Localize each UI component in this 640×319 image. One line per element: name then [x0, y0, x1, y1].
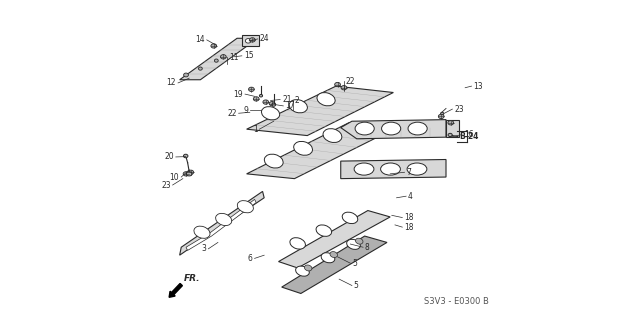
Text: 11: 11 — [229, 53, 239, 62]
Ellipse shape — [381, 122, 401, 135]
Ellipse shape — [248, 87, 254, 92]
Text: 2: 2 — [295, 96, 300, 105]
Ellipse shape — [262, 107, 280, 120]
Text: 9: 9 — [243, 106, 248, 115]
Polygon shape — [340, 120, 446, 139]
Text: 21: 21 — [282, 95, 292, 104]
Text: 24: 24 — [260, 34, 269, 43]
Text: 1: 1 — [253, 125, 257, 134]
Text: 14: 14 — [195, 35, 205, 44]
Text: 23: 23 — [454, 105, 464, 114]
FancyArrow shape — [169, 284, 182, 297]
Text: 4: 4 — [408, 192, 413, 201]
Text: 22: 22 — [227, 109, 237, 118]
Ellipse shape — [186, 172, 192, 176]
Ellipse shape — [305, 265, 312, 271]
Ellipse shape — [237, 201, 253, 213]
Text: 3: 3 — [202, 244, 207, 253]
Text: FR.: FR. — [184, 274, 200, 283]
Ellipse shape — [342, 212, 358, 224]
Text: B-24: B-24 — [460, 132, 479, 141]
Ellipse shape — [188, 170, 194, 174]
Ellipse shape — [245, 39, 251, 43]
Polygon shape — [340, 160, 446, 179]
Ellipse shape — [184, 154, 188, 158]
Ellipse shape — [194, 226, 210, 238]
Ellipse shape — [321, 253, 335, 263]
Ellipse shape — [296, 266, 309, 276]
Ellipse shape — [354, 163, 374, 175]
Ellipse shape — [316, 225, 332, 236]
Polygon shape — [180, 38, 258, 80]
Text: 23: 23 — [161, 181, 171, 189]
Ellipse shape — [216, 213, 232, 226]
Polygon shape — [282, 236, 387, 293]
Text: 22: 22 — [346, 77, 355, 86]
Text: 19: 19 — [234, 90, 243, 99]
Ellipse shape — [220, 55, 226, 59]
Text: 18: 18 — [404, 223, 413, 232]
Ellipse shape — [317, 93, 335, 106]
Ellipse shape — [355, 122, 374, 135]
Ellipse shape — [264, 154, 283, 168]
Ellipse shape — [381, 163, 401, 175]
Polygon shape — [446, 120, 459, 137]
Text: 5: 5 — [352, 259, 357, 268]
Ellipse shape — [335, 82, 340, 87]
Ellipse shape — [448, 133, 452, 137]
Text: 8: 8 — [365, 243, 370, 252]
Ellipse shape — [341, 85, 347, 90]
Ellipse shape — [440, 112, 444, 115]
Polygon shape — [278, 211, 390, 268]
Text: 13: 13 — [474, 82, 483, 91]
Ellipse shape — [407, 163, 427, 175]
Ellipse shape — [448, 121, 454, 125]
Ellipse shape — [250, 39, 253, 42]
Polygon shape — [246, 86, 394, 136]
Ellipse shape — [183, 172, 189, 176]
Text: 17: 17 — [285, 101, 295, 110]
Ellipse shape — [355, 238, 363, 244]
Text: 18: 18 — [404, 213, 413, 222]
Text: 15: 15 — [244, 51, 253, 60]
Ellipse shape — [330, 252, 337, 257]
Text: S3V3 - E0300 B: S3V3 - E0300 B — [424, 297, 488, 306]
Ellipse shape — [253, 97, 259, 101]
FancyBboxPatch shape — [242, 35, 259, 46]
Ellipse shape — [408, 122, 427, 135]
Ellipse shape — [211, 44, 217, 48]
Ellipse shape — [214, 59, 218, 62]
Ellipse shape — [263, 100, 269, 104]
Ellipse shape — [323, 129, 342, 143]
Text: 10: 10 — [170, 173, 179, 182]
Text: 20: 20 — [164, 152, 174, 161]
Text: 6: 6 — [248, 254, 253, 263]
Ellipse shape — [347, 239, 360, 249]
Text: 16: 16 — [464, 130, 474, 139]
Polygon shape — [246, 123, 394, 179]
Ellipse shape — [184, 73, 188, 77]
Ellipse shape — [198, 67, 202, 70]
Ellipse shape — [290, 238, 305, 249]
Text: 7: 7 — [406, 168, 412, 177]
Text: 12: 12 — [166, 78, 176, 87]
Polygon shape — [186, 199, 256, 250]
Ellipse shape — [250, 38, 255, 42]
Ellipse shape — [289, 100, 307, 113]
Ellipse shape — [294, 141, 312, 155]
Ellipse shape — [438, 114, 444, 119]
Text: 5: 5 — [354, 281, 358, 290]
Ellipse shape — [259, 94, 262, 97]
Ellipse shape — [272, 103, 276, 106]
Polygon shape — [180, 191, 264, 255]
Ellipse shape — [269, 101, 275, 106]
